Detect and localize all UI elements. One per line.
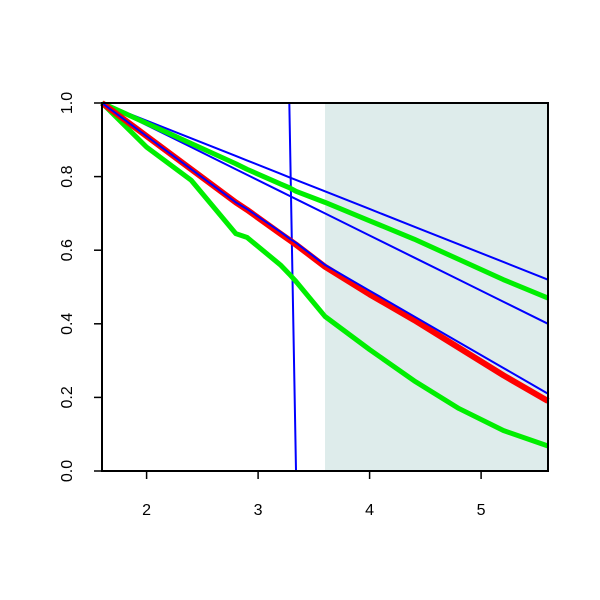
line-series [101, 102, 549, 281]
y-tick-label: 0.8 [59, 165, 76, 187]
line-series [100, 100, 549, 301]
y-tick-label: 0.4 [59, 313, 76, 335]
x-tick-label: 3 [254, 502, 263, 519]
x-tick-label: 4 [365, 502, 374, 519]
line-series [101, 102, 549, 325]
y-tick-label: 1.0 [59, 92, 76, 114]
x-tick-label: 5 [477, 502, 486, 519]
plot-frame [101, 102, 549, 472]
line-series [101, 102, 549, 395]
y-tick-label: 0.6 [59, 239, 76, 261]
line-series [100, 101, 549, 449]
x-tick-label: 2 [142, 502, 151, 519]
y-tick-label: 0.0 [59, 460, 76, 482]
y-tick-label: 0.2 [59, 386, 76, 408]
